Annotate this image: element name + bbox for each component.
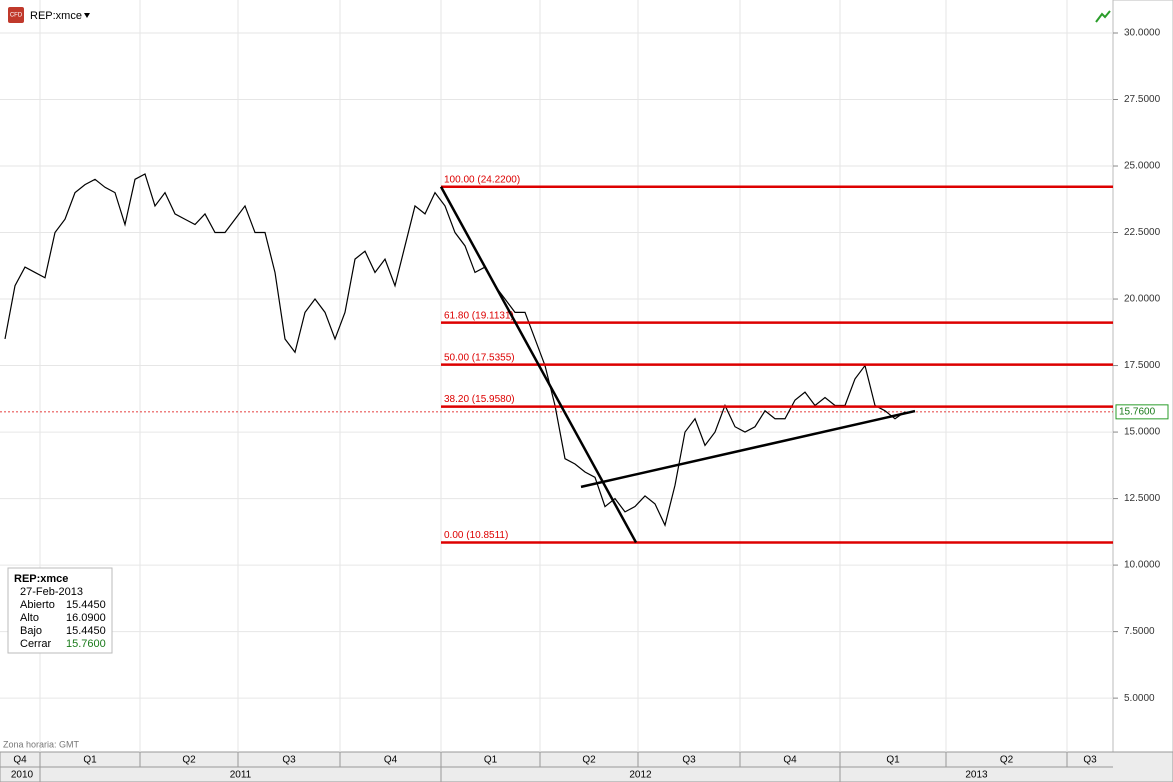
info-value: 16.0900 (66, 612, 106, 624)
price-axis (1112, 0, 1173, 753)
quarter-label: Q2 (182, 755, 196, 766)
info-value: 15.4450 (66, 625, 106, 637)
fib-label: 100.00 (24.2200) (444, 174, 520, 185)
fib-label: 61.80 (19.1131) (444, 310, 514, 321)
quarter-label: Q1 (83, 755, 97, 766)
y-tick-label: 22.5000 (1124, 227, 1161, 238)
info-value: 15.7600 (66, 638, 106, 650)
y-tick-label: 5.0000 (1124, 693, 1155, 704)
y-tick-label: 20.0000 (1124, 294, 1161, 305)
quarter-label: Q4 (783, 755, 797, 766)
quarter-label: Q4 (384, 755, 398, 766)
y-tick-label: 15.0000 (1124, 427, 1161, 438)
y-tick-label: 30.0000 (1124, 28, 1161, 39)
quarter-label: Q2 (1000, 755, 1014, 766)
year-label: 2012 (629, 770, 652, 781)
y-tick-label: 17.5000 (1124, 360, 1161, 371)
year-label: 2011 (230, 770, 252, 781)
y-tick-label: 10.0000 (1124, 560, 1161, 571)
info-name: Alto (20, 612, 39, 624)
last-price-box (1115, 404, 1169, 420)
info-name: Bajo (20, 625, 42, 637)
price-line (4, 173, 906, 527)
quarter-label: Q1 (484, 755, 498, 766)
fib-label: 38.20 (15.9580) (444, 394, 515, 405)
symbol-dropdown[interactable] (84, 13, 90, 18)
quarter-label: Q3 (1083, 755, 1097, 766)
cfd-icon[interactable] (8, 7, 24, 23)
info-symbol: REP:xmce (14, 573, 68, 585)
y-tick-label: 7.5000 (1124, 626, 1155, 637)
quarter-label: Q3 (282, 755, 296, 766)
info-box (7, 567, 113, 654)
symbol-label[interactable]: REP:xmce (30, 10, 82, 22)
quarter-label: Q3 (682, 755, 696, 766)
year-label: 2010 (11, 770, 34, 781)
info-value: 15.4450 (66, 599, 106, 611)
quarter-label: Q1 (886, 755, 900, 766)
trend-icon[interactable] (1095, 10, 1111, 23)
quarter-label: Q4 (13, 755, 27, 766)
trendline (580, 409, 916, 489)
year-label: 2013 (965, 770, 988, 781)
info-name: Cerrar (20, 638, 52, 650)
y-tick-label: 12.5000 (1124, 493, 1161, 504)
quarter-label: Q2 (582, 755, 596, 766)
marks: 100.00 (24.2200) 61.80 (19.1131) 50.00 (17… (0, 173, 1113, 544)
y-tick-label: 25.0000 (1124, 161, 1161, 172)
y-tick-label: 27.5000 (1124, 94, 1161, 105)
fib-label: 0.00 (10.8511) (444, 530, 508, 541)
timezone-label: Zona horaria: GMT (3, 739, 80, 749)
cfd-icon-text: CFD (10, 13, 23, 19)
trendline (439, 186, 638, 544)
fib-label: 50.00 (17.5355) (444, 352, 515, 363)
last-price-label: 15.7600 (1119, 406, 1156, 417)
info-date: 27-Feb-2013 (20, 586, 83, 598)
info-name: Abierto (20, 599, 55, 611)
